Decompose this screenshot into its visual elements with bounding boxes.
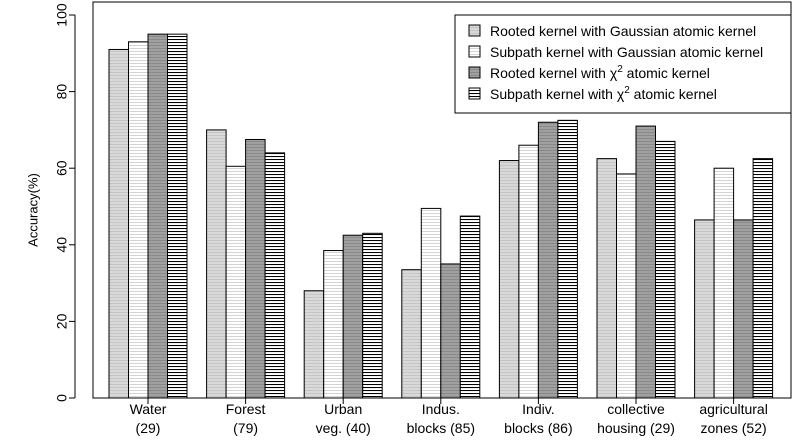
bar [421, 208, 441, 398]
x-category-sublabel: zones (52) [701, 420, 767, 436]
x-category-sublabel: (29) [136, 420, 161, 436]
y-tick-label: 80 [54, 84, 70, 100]
legend-entry: Rooted kernel with χ2 atomic kernel [469, 64, 710, 81]
y-axis-title: Accuracy(%) [25, 173, 40, 247]
bar [363, 233, 383, 398]
bar [753, 159, 773, 398]
bar [441, 264, 461, 398]
bar [402, 270, 422, 398]
bar [246, 139, 266, 398]
bar [324, 251, 344, 398]
y-tick-label: 100 [54, 3, 70, 27]
bar [636, 126, 656, 398]
legend-entry: Subpath kernel with Gaussian atomic kern… [469, 44, 763, 60]
x-category-label: collective [607, 401, 665, 417]
x-category-label: Indiv. [522, 401, 554, 417]
legend-label: Subpath kernel with Gaussian atomic kern… [490, 44, 763, 60]
x-category-label: Indus. [422, 401, 460, 417]
bar [714, 168, 734, 398]
bar [519, 145, 539, 398]
bar [304, 291, 324, 398]
bar [617, 174, 637, 398]
bar [265, 153, 285, 398]
x-category-label: Water [130, 401, 167, 417]
legend-label: Rooted kernel with Gaussian atomic kerne… [490, 23, 756, 39]
legend-label: Subpath kernel with χ2 atomic kernel [490, 85, 717, 102]
bar [597, 159, 617, 398]
x-category-label: agricultural [699, 401, 767, 417]
x-category-sublabel: blocks (86) [504, 420, 572, 436]
bar [558, 120, 578, 398]
bar [499, 161, 519, 398]
bar [129, 42, 149, 398]
y-tick-label: 0 [54, 394, 70, 402]
x-category-sublabel: (79) [233, 420, 258, 436]
bar [109, 49, 129, 398]
bar [734, 220, 754, 398]
bar [148, 34, 168, 398]
legend: Rooted kernel with Gaussian atomic kerne… [455, 15, 791, 113]
bar [695, 220, 715, 398]
x-category-label: Urban [324, 401, 362, 417]
x-category-sublabel: veg. (40) [316, 420, 371, 436]
legend-entry: Subpath kernel with χ2 atomic kernel [469, 85, 717, 102]
y-tick-label: 60 [54, 160, 70, 176]
y-tick-label: 40 [54, 237, 70, 253]
x-category-label: Forest [226, 401, 266, 417]
bar [343, 235, 363, 398]
x-category-sublabel: blocks (85) [407, 420, 475, 436]
bar [226, 166, 246, 398]
legend-entry: Rooted kernel with Gaussian atomic kerne… [469, 23, 756, 39]
bar [168, 34, 188, 398]
x-category-sublabel: housing (29) [597, 420, 675, 436]
legend-label: Rooted kernel with χ2 atomic kernel [490, 64, 710, 81]
bar [207, 130, 227, 398]
bar [538, 122, 558, 398]
bar [656, 141, 676, 398]
bar [460, 216, 480, 398]
y-tick-label: 20 [54, 313, 70, 329]
